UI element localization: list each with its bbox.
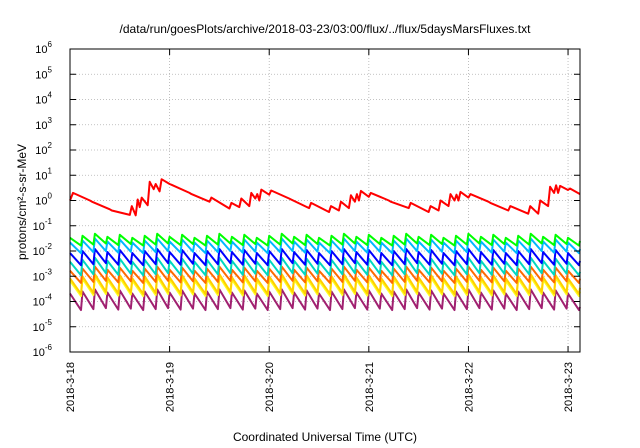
y-tick-label: 103 bbox=[35, 116, 52, 132]
y-tick-label: 102 bbox=[35, 141, 52, 157]
sawtooth-series-line bbox=[69, 232, 581, 247]
y-tick-label: 101 bbox=[35, 166, 52, 182]
x-tick-label: 2018-3-23 bbox=[563, 362, 575, 412]
y-tick-label: 10-5 bbox=[33, 318, 53, 334]
chart-title: /data/run/goesPlots/archive/2018-03-23/0… bbox=[120, 22, 532, 36]
y-tick-label: 10-4 bbox=[33, 293, 53, 309]
sawtooth-series-line bbox=[69, 288, 581, 312]
y-tick-label: 10-3 bbox=[33, 267, 53, 283]
y-tick-label: 10-1 bbox=[33, 217, 53, 233]
y-axis-label: protons/cm²-s-sr-MeV bbox=[15, 144, 29, 260]
x-tick-label: 2018-3-21 bbox=[364, 362, 376, 412]
y-tick-label: 106 bbox=[35, 40, 52, 56]
sawtooth-series-line bbox=[69, 248, 581, 267]
y-tick-label: 10-6 bbox=[33, 343, 53, 359]
y-tick-label: 104 bbox=[35, 91, 52, 107]
series-line bbox=[69, 178, 581, 217]
series-layer bbox=[69, 178, 581, 312]
x-tick-label: 2018-3-20 bbox=[264, 362, 276, 412]
x-axis: 2018-3-18 2018-3-19 2018-3-20 2018-3-21 2018… bbox=[65, 49, 575, 412]
x-tick-label: 2018-3-18 bbox=[65, 362, 77, 412]
x-axis-label: Coordinated Universal Time (UTC) bbox=[233, 430, 417, 444]
y-axis: 10-6 10-5 10-4 10-3 10-2 10-1 100 101 102 103 104 1… bbox=[33, 40, 580, 359]
x-tick-label: 2018-3-19 bbox=[165, 362, 177, 412]
y-tick-label: 100 bbox=[35, 192, 52, 208]
y-tick-label: 10-2 bbox=[33, 242, 53, 258]
x-tick-label: 2018-3-22 bbox=[463, 362, 475, 412]
y-tick-label: 105 bbox=[35, 65, 52, 81]
